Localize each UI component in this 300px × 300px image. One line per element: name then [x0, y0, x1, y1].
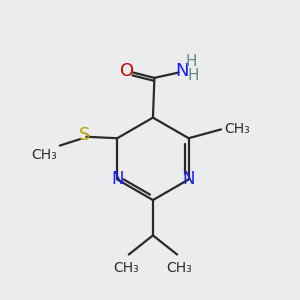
- Text: CH₃: CH₃: [225, 122, 250, 136]
- Text: N: N: [175, 62, 188, 80]
- Text: CH₃: CH₃: [167, 261, 192, 275]
- Text: S: S: [79, 126, 91, 144]
- Text: O: O: [120, 62, 134, 80]
- Text: H: H: [185, 54, 197, 69]
- Text: N: N: [182, 170, 195, 188]
- Text: N: N: [111, 170, 124, 188]
- Text: H: H: [188, 68, 199, 83]
- Text: CH₃: CH₃: [114, 261, 139, 275]
- Text: CH₃: CH₃: [31, 148, 57, 162]
